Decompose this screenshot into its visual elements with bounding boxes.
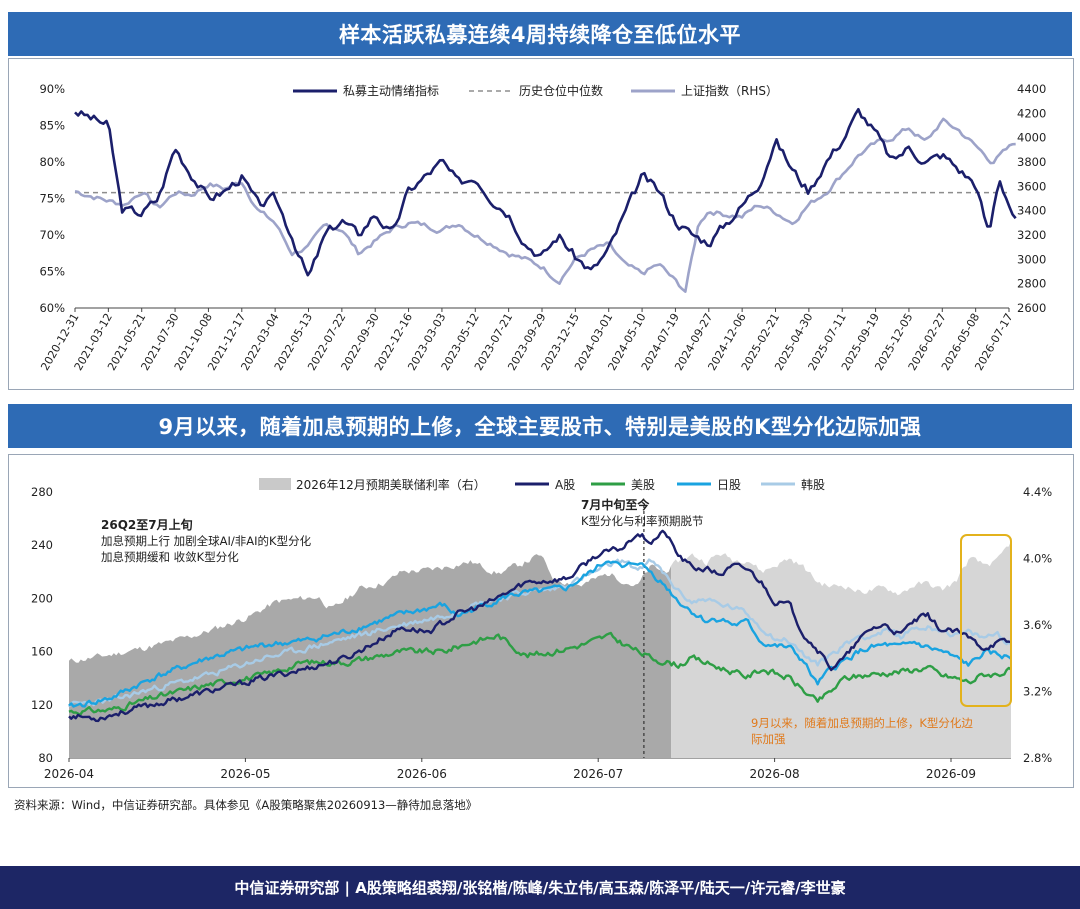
chart1-axes: 60% 65% 70% 75% 80% 85% 90% 2600 2800 3000 3200 340… bbox=[38, 82, 1046, 373]
chart1-series-sentiment bbox=[74, 107, 1017, 277]
chart2-series-korea bbox=[67, 558, 1012, 708]
chart2-x-tick: 2026-04 bbox=[44, 767, 94, 781]
annotation-july-title: 7月中旬至今 bbox=[581, 497, 650, 512]
chart1-plot-area bbox=[74, 107, 1017, 293]
chart1-y-tick: 70% bbox=[39, 228, 65, 242]
footer-authors: 中信证券研究部 | A股策略组裘翔/张铭楷/陈峰/朱立伟/高玉森/陈泽平/陆天一… bbox=[0, 866, 1080, 909]
annotation-july-line1: K型分化与利率预期脱节 bbox=[581, 514, 704, 528]
chart1-y2-tick: 3400 bbox=[1017, 204, 1046, 218]
chart2-y-tick: 200 bbox=[31, 591, 53, 605]
source-note: 资料来源：Wind，中信证券研究部。具体参见《A股策略聚焦20260913—静待… bbox=[14, 798, 478, 812]
chart2-axes: 80 120 160 200 240 280 2.8% 3.2% 3.6% 4.0% 4.4% 202… bbox=[31, 485, 1052, 781]
chart1-y-tick: 75% bbox=[39, 192, 65, 206]
september-highlight-box bbox=[960, 534, 1012, 707]
chart2-series-ashare bbox=[68, 529, 1012, 723]
chart2-y-tick: 280 bbox=[31, 485, 53, 499]
chart2-x-tick: 2026-08 bbox=[750, 767, 800, 781]
chart1-y2-tick: 3600 bbox=[1017, 179, 1046, 193]
legend-label-rate: 2026年12月预期美联储利率（右） bbox=[296, 477, 486, 492]
chart2-x-tick: 2026-07 bbox=[573, 767, 623, 781]
chart2-x-tick: 2026-06 bbox=[397, 767, 447, 781]
legend-label-shcomp: 上证指数（RHS） bbox=[681, 83, 778, 98]
chart1-y-tick: 85% bbox=[39, 119, 65, 133]
chart2-series-japan bbox=[68, 560, 1012, 708]
chart2-y-tick: 120 bbox=[31, 698, 53, 712]
chart2-y-tick: 240 bbox=[31, 538, 53, 552]
legend-label-us: 美股 bbox=[631, 478, 655, 492]
chart1-y2-tick: 4400 bbox=[1017, 82, 1046, 96]
annotation-sept-line2: 际加强 bbox=[751, 732, 786, 746]
chart1-y2-tick: 4200 bbox=[1017, 106, 1046, 120]
chart1-y2-tick: 2800 bbox=[1017, 277, 1046, 291]
chart1-y-tick: 60% bbox=[39, 301, 65, 315]
annotation-sept-line1: 9月以来，随着加息预期的上修，K型分化边 bbox=[751, 716, 973, 730]
chart2-y2-tick: 2.8% bbox=[1023, 751, 1052, 765]
chart2-rate-area-late bbox=[671, 541, 1011, 758]
chart2-y2-tick: 4.4% bbox=[1023, 485, 1052, 499]
chart2-y-tick: 80 bbox=[38, 751, 53, 765]
chart2-x-tick: 2026-09 bbox=[926, 767, 976, 781]
chart2-legend: 2026年12月预期美联储利率（右） A股 美股 日股 韩股 bbox=[259, 477, 825, 492]
annotation-q2-title: 26Q2至7月上旬 bbox=[101, 517, 193, 532]
chart2-y2-tick: 4.0% bbox=[1023, 552, 1052, 566]
chart1-y-tick: 65% bbox=[39, 265, 65, 279]
legend-label-ashare: A股 bbox=[555, 478, 575, 492]
chart1-y-tick: 80% bbox=[39, 155, 65, 169]
chart1-y2-tick: 2600 bbox=[1017, 301, 1046, 315]
chart2-plot-area bbox=[67, 505, 1012, 758]
chart2-banner-title: 9月以来，随着加息预期的上修，全球主要股市、特别是美股的K型分化边际加强 bbox=[8, 404, 1072, 448]
annotation-q2-line2: 加息预期缓和 收敛K型分化 bbox=[101, 550, 239, 564]
legend-label-sentiment: 私募主动情绪指标 bbox=[343, 83, 439, 98]
chart1-y2-tick: 3000 bbox=[1017, 252, 1046, 266]
chart1-panel: 私募主动情绪指标 历史仓位中位数 上证指数（RHS） 60% 65% 70% 75% 8… bbox=[8, 58, 1074, 390]
chart2-rate-area-early bbox=[69, 554, 672, 758]
chart2-svg: 2026年12月预期美联储利率（右） A股 美股 日股 韩股 80 120 160 2… bbox=[31, 477, 1052, 781]
legend-label-japan: 日股 bbox=[717, 478, 741, 492]
chart1-y2-tick: 3800 bbox=[1017, 155, 1046, 169]
chart1-series-shcomp bbox=[74, 117, 1016, 293]
chart2-x-tick: 2026-05 bbox=[220, 767, 270, 781]
legend-swatch-rate bbox=[259, 478, 291, 490]
chart2-annotations: 26Q2至7月上旬 加息预期上行 加剧全球AI/非AI的K型分化 加息预期缓和 … bbox=[101, 497, 1012, 746]
chart1-y-tick: 90% bbox=[39, 82, 65, 96]
chart2-panel: 2026年12月预期美联储利率（右） A股 美股 日股 韩股 80 120 160 2… bbox=[8, 454, 1074, 788]
chart1-legend: 私募主动情绪指标 历史仓位中位数 上证指数（RHS） bbox=[293, 83, 778, 98]
legend-label-median: 历史仓位中位数 bbox=[519, 83, 603, 98]
chart1-y2-tick: 3200 bbox=[1017, 228, 1046, 242]
chart1-svg: 私募主动情绪指标 历史仓位中位数 上证指数（RHS） 60% 65% 70% 75% 8… bbox=[38, 82, 1046, 373]
chart2-y2-tick: 3.6% bbox=[1023, 618, 1052, 632]
chart2-y2-tick: 3.2% bbox=[1023, 685, 1052, 699]
annotation-q2-line1: 加息预期上行 加剧全球AI/非AI的K型分化 bbox=[101, 534, 312, 548]
chart1-banner-title: 样本活跃私募连续4周持续降仓至低位水平 bbox=[8, 12, 1072, 56]
chart2-y-tick: 160 bbox=[31, 645, 53, 659]
chart1-y2-tick: 4000 bbox=[1017, 131, 1046, 145]
legend-label-korea: 韩股 bbox=[801, 477, 825, 492]
